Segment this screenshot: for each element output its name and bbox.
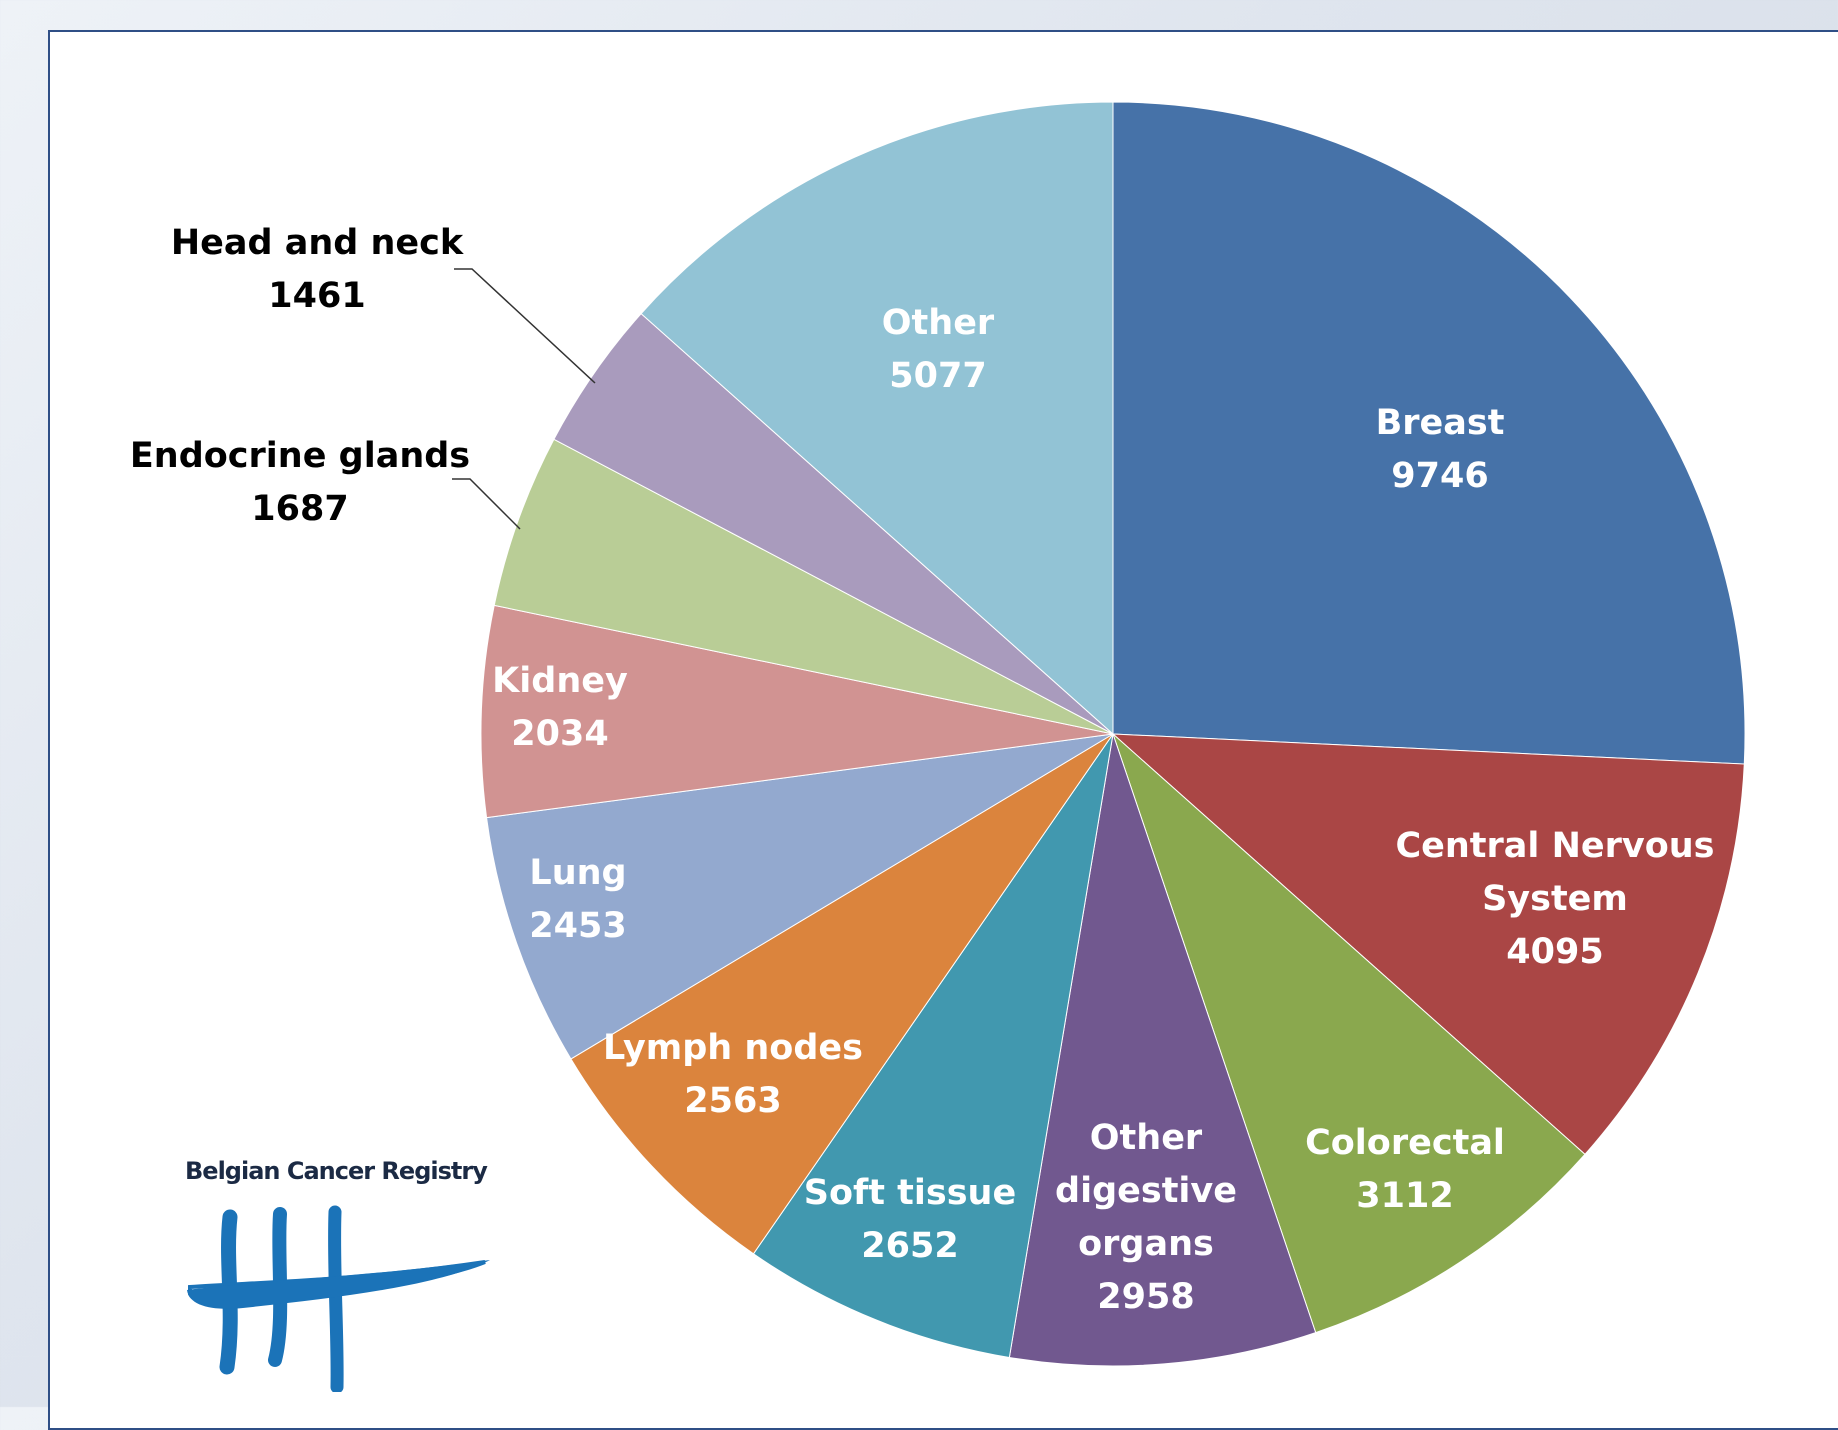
pie-slice-kidney <box>480 604 1114 819</box>
data-label-line: Kidney <box>492 661 628 701</box>
data-label-colorectal: Colorectal 3112 <box>1305 1123 1505 1216</box>
data-label-endocrine-glands: Endocrine glands 1687 <box>130 436 470 529</box>
data-label-line: digestive <box>1055 1171 1237 1211</box>
data-label-head-and-neck: Head and neck 1461 <box>171 223 464 316</box>
data-label-line: Head and neck <box>171 223 464 263</box>
leader-line <box>452 478 521 530</box>
data-label-line: Other <box>882 303 995 343</box>
pie-slice-other-digestive-organs <box>1008 733 1317 1367</box>
data-label-kidney: Kidney 2034 <box>492 661 628 754</box>
pie-slice-other <box>640 101 1114 736</box>
data-label-line: Breast <box>1376 403 1505 443</box>
data-label-line: 2034 <box>511 714 608 754</box>
data-label-line: 1687 <box>251 489 348 529</box>
data-label-line: 4095 <box>1506 932 1603 972</box>
data-label-central-nervous-system: Central Nervous System 4095 <box>1395 826 1714 972</box>
data-label-line: Soft tissue <box>804 1173 1016 1213</box>
data-label-soft-tissue: Soft tissue 2652 <box>804 1173 1016 1266</box>
data-label-line: 3112 <box>1356 1176 1453 1216</box>
data-label-line: Endocrine glands <box>130 436 470 476</box>
data-label-line: System <box>1482 879 1628 919</box>
data-label-line: 2453 <box>529 906 626 946</box>
data-label-line: 1461 <box>268 276 365 316</box>
data-label-breast: Breast 9746 <box>1376 403 1505 496</box>
pie-slice-endocrine-glands <box>493 438 1114 735</box>
data-label-lung: Lung 2453 <box>529 853 626 946</box>
leader-line <box>454 268 596 384</box>
data-label-line: 2652 <box>861 1226 958 1266</box>
chart-panel: Breast 9746 Central Nervous System 4095 Color… <box>48 30 1838 1430</box>
logo-text: Belgian Cancer Registry <box>185 1157 488 1185</box>
data-label-line: Other <box>1090 1118 1203 1158</box>
tally-marks-icon <box>187 1205 490 1392</box>
pie-slice-central-nervous-system <box>1111 733 1745 1156</box>
data-label-line: Colorectal <box>1305 1123 1505 1163</box>
data-label-line: 9746 <box>1391 456 1488 496</box>
data-label-other: Other 5077 <box>882 303 995 396</box>
data-label-line: Lymph nodes <box>603 1028 863 1068</box>
data-label-line: 2958 <box>1097 1277 1194 1317</box>
belgian-cancer-registry-logo: Belgian Cancer Registry <box>185 1157 505 1397</box>
data-label-lymph-nodes: Lymph nodes 2563 <box>603 1028 863 1121</box>
pie-slice-lung <box>485 733 1114 1060</box>
pie-slice-lymph-nodes <box>570 733 1114 1255</box>
data-label-other-digestive-organs: Other digestive organs 2958 <box>1055 1118 1237 1317</box>
pie-chart: Breast 9746 Central Nervous System 4095 Color… <box>130 101 1746 1367</box>
pie-slice-breast <box>1112 101 1746 765</box>
data-label-line: Lung <box>529 853 626 893</box>
pie-slice-colorectal <box>1111 732 1586 1334</box>
data-label-line: 5077 <box>889 356 986 396</box>
data-label-line: organs <box>1078 1224 1214 1264</box>
data-label-line: 2563 <box>684 1081 781 1121</box>
data-label-line: Central Nervous <box>1395 826 1714 866</box>
pie-slice-soft-tissue <box>752 733 1114 1359</box>
